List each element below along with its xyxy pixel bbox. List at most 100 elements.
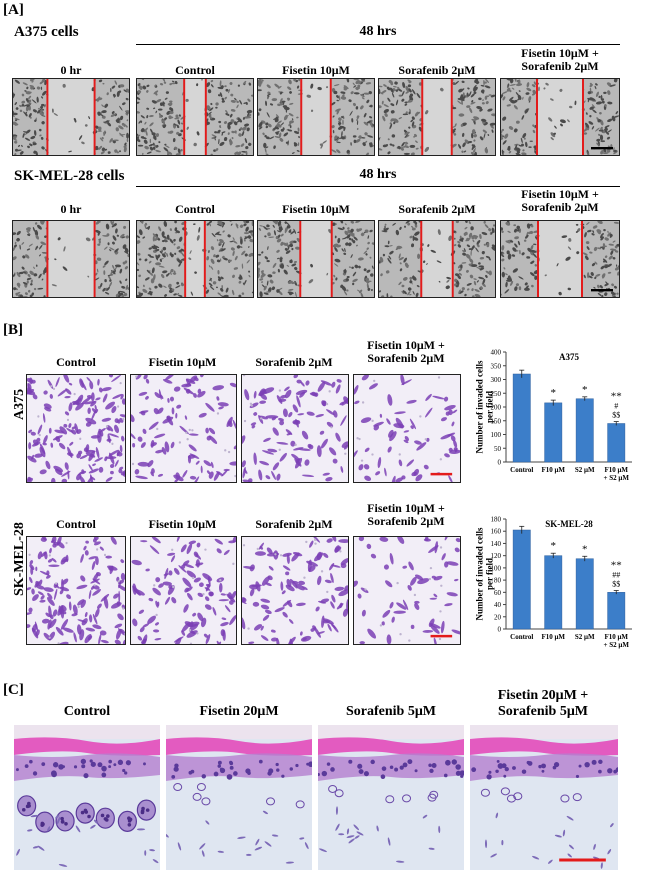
chart-significance-label: $$ [612, 580, 620, 589]
chart-y-label: Number of invaded cellsper field [474, 360, 494, 454]
chart-significance-label: ** [611, 560, 622, 572]
wound-image-a375-sorafenib [378, 78, 496, 156]
histology-image-fisetin [166, 725, 312, 870]
panel-a-row1-label: Sorafenib 2μM [398, 63, 476, 77]
chart-category-label: F10 μM [604, 466, 628, 474]
panel-a-row2-label: Control [175, 202, 215, 216]
histology-image-sorafenib [318, 725, 464, 870]
invasion-image-skmel-control [26, 536, 126, 645]
invasion-image-a375-sorafenib [241, 374, 349, 483]
panel-c-label: Sorafenib 5μM [346, 704, 436, 719]
panel-c-letter: [C] [3, 682, 24, 698]
panel-a-row1-time-header: 48 hrs [359, 24, 397, 39]
invasion-image-a375-fisetin [130, 374, 237, 483]
invasion-image-a375-combo [353, 374, 461, 483]
panel-a-row1-label: 0 hr [60, 63, 82, 77]
chart-y-tick-label: 120 [491, 552, 502, 560]
chart-y-tick-label: 100 [491, 564, 502, 572]
panel-b-row1-label: Control [56, 355, 96, 369]
bar-chart-a375: 0 50 100 150 200 250 300 350 400 A375 Number of in… [466, 340, 650, 512]
panel-b-row2-label: Control [56, 517, 96, 531]
panel-b-letter: [B] [3, 322, 23, 338]
chart-significance-label: # [614, 402, 618, 411]
invasion-image-a375-control [26, 374, 126, 483]
chart-bar [607, 592, 626, 630]
chart-y-tick-label: 40 [494, 601, 502, 609]
panel-b-row2-label: Sorafenib 2μM [255, 517, 333, 531]
wound-image-a375-control [136, 78, 254, 156]
chart-y-tick-label: 100 [491, 431, 502, 439]
panel-b-row2-label: Fisetin 10μM + Sorafenib 2μM [367, 501, 445, 528]
chart-y-tick-label: 250 [491, 390, 502, 398]
bar-chart-skmel28: 0 20 40 60 80 100 120 140 160 180 SK-MEL-28 Number … [466, 507, 650, 679]
panel-a-row1-label: Fisetin 10μM + Sorafenib 2μM [521, 46, 599, 73]
wound-image-skmel-sorafenib [378, 220, 496, 298]
panel-a-row1-label: Fisetin 10μM [282, 63, 350, 77]
panel-b-row2-label: Fisetin 10μM [148, 517, 217, 531]
chart-y-tick-label: 0 [498, 459, 502, 467]
chart-y-tick-label: 300 [491, 376, 502, 384]
panel-a-row1-cell-line: A375 cells [14, 24, 79, 40]
chart-bar [544, 555, 563, 630]
chart-category-label: F10 μM [541, 633, 565, 641]
chart-title: SK-MEL-28 [545, 519, 593, 529]
panel-a-row2-label: Sorafenib 2μM [398, 202, 476, 216]
chart-y-tick-label: 0 [498, 626, 502, 634]
wound-image-a375-0hr [12, 78, 130, 156]
chart-category-label: S2 μM [575, 466, 595, 474]
panel-c-label: Fisetin 20μM + Sorafenib 5μM [497, 688, 589, 719]
chart-y-tick-label: 80 [494, 577, 502, 585]
chart-category-label: + S2 μM [604, 641, 630, 649]
invasion-image-skmel-fisetin [130, 536, 237, 645]
chart-y-tick-label: 400 [491, 349, 502, 357]
panel-c-label: Fisetin 20μM [199, 704, 279, 719]
wound-image-skmel-combo [500, 220, 620, 298]
chart-significance-label: ## [612, 571, 620, 580]
panel-b-row1-label: Fisetin 10μM [148, 355, 217, 369]
wound-image-skmel-0hr [12, 220, 130, 298]
chart-category-label: Control [510, 466, 533, 474]
chart-bar [512, 529, 531, 630]
chart-category-label: F10 μM [604, 633, 628, 641]
chart-bar [575, 398, 594, 463]
chart-bar [544, 402, 563, 463]
chart-significance-label: ** [611, 391, 622, 403]
chart-bar [575, 558, 594, 630]
chart-category-label: + S2 μM [604, 474, 630, 482]
chart-y-tick-label: 180 [491, 516, 502, 524]
chart-y-tick-label: 160 [491, 528, 502, 536]
invasion-image-skmel-sorafenib [241, 536, 349, 645]
chart-significance-label: * [582, 384, 588, 396]
histology-image-combo [470, 725, 618, 870]
chart-bar [512, 373, 531, 463]
chart-category-label: F10 μM [541, 466, 565, 474]
chart-y-tick-label: 200 [491, 404, 502, 412]
panel-a-row2-label: 0 hr [60, 202, 82, 216]
invasion-image-skmel-combo [353, 536, 461, 645]
panel-a-row2-cell-line: SK-MEL-28 cells [14, 168, 125, 184]
chart-significance-label: * [551, 540, 557, 552]
panel-a-row1-label: Control [175, 63, 215, 77]
panel-a-row1-bracket [136, 44, 620, 45]
histology-image-control [14, 725, 160, 870]
chart-y-tick-label: 50 [494, 445, 502, 453]
chart-y-tick-label: 350 [491, 362, 502, 370]
chart-y-label: Number of invaded cellsper field [474, 527, 494, 621]
chart-significance-label: $$ [612, 411, 620, 420]
panel-a-row2-label: Fisetin 10μM + Sorafenib 2μM [521, 187, 599, 214]
chart-bar [607, 423, 626, 463]
chart-title: A375 [559, 352, 579, 362]
chart-category-label: Control [510, 633, 533, 641]
chart-category-label: S2 μM [575, 633, 595, 641]
wound-image-skmel-fisetin [257, 220, 375, 298]
panel-a-letter: [A] [3, 2, 24, 18]
panel-b-row1-label: Sorafenib 2μM [255, 355, 333, 369]
chart-significance-label: * [551, 387, 557, 399]
panel-a-row2-bracket [136, 186, 620, 187]
panel-a-row2-time-header: 48 hrs [359, 167, 397, 182]
chart-y-tick-label: 20 [494, 613, 502, 621]
wound-image-a375-fisetin [257, 78, 375, 156]
panel-c-label: Control [63, 704, 111, 719]
chart-significance-label: * [582, 543, 588, 555]
wound-image-skmel-control [136, 220, 254, 298]
